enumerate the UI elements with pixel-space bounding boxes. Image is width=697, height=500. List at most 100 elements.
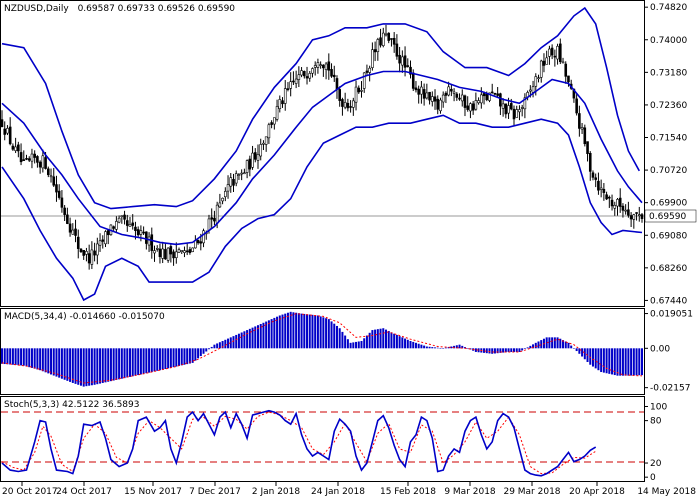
candle-body: [215, 204, 219, 224]
macd-bar: [164, 348, 167, 369]
candle-body: [605, 194, 608, 200]
macd-bar: [589, 348, 592, 365]
macd-bar: [74, 348, 77, 384]
candle-body: [125, 220, 129, 226]
candle: [240, 169, 243, 181]
candle: [256, 144, 260, 169]
candle-body: [591, 172, 595, 178]
macd-bar: [406, 339, 409, 349]
candle: [120, 215, 124, 224]
candle-body: [480, 94, 483, 104]
candle-body: [278, 99, 282, 110]
candle-body: [292, 80, 295, 83]
candle-body: [259, 144, 263, 157]
candle-body: [409, 66, 412, 75]
candle-body: [608, 196, 611, 199]
candle-body: [25, 158, 28, 160]
candle: [112, 225, 115, 231]
macd-bar: [41, 348, 44, 372]
candle: [561, 57, 565, 64]
macd-bar: [322, 317, 325, 349]
candle: [537, 74, 540, 83]
candle-body: [357, 87, 361, 93]
macd-bar: [578, 348, 581, 354]
candle: [188, 246, 192, 255]
current-price-label: 0.69590: [649, 212, 686, 222]
candle: [164, 242, 167, 260]
stoch-d-line: [1, 411, 596, 475]
candle: [395, 34, 399, 60]
candle: [371, 42, 374, 71]
macd-bar: [316, 315, 319, 349]
candle: [74, 219, 77, 243]
candle-body: [96, 243, 99, 256]
candle-body: [381, 32, 385, 46]
candle: [602, 183, 606, 201]
macd-bar: [145, 348, 148, 374]
candle: [504, 103, 508, 119]
macd-bar: [387, 330, 390, 349]
macd-bar: [425, 346, 428, 349]
candle-body: [147, 236, 151, 246]
candle: [316, 58, 320, 74]
candle-body: [452, 91, 456, 94]
candle-body: [349, 106, 352, 108]
macd-bar: [273, 317, 276, 349]
candle: [248, 155, 252, 177]
candle-body: [237, 174, 241, 176]
candle-body: [8, 126, 12, 145]
macd-bar: [205, 348, 208, 352]
x-tick-label: 14 May 2018: [637, 487, 696, 497]
x-tick-label: 9 Mar 2018: [444, 487, 496, 497]
candle: [145, 231, 148, 250]
candle: [90, 241, 94, 270]
macd-bar: [3, 348, 6, 365]
macd-bar: [22, 348, 25, 366]
candle: [597, 172, 600, 195]
candle: [262, 140, 265, 151]
candle-body: [207, 218, 211, 231]
macd-bar: [581, 348, 584, 357]
candle-body: [46, 168, 50, 176]
candle-body: [33, 153, 36, 158]
candle: [66, 207, 69, 225]
price-y-tick: 0.71540: [650, 134, 687, 144]
candle: [362, 72, 366, 93]
price-y-tick: 0.69080: [650, 231, 687, 241]
candle-body: [224, 191, 227, 198]
candle-body: [101, 239, 105, 242]
macd-bar: [491, 348, 494, 354]
candle-body: [392, 37, 396, 45]
macd-bar: [502, 348, 505, 353]
macd-bar: [50, 348, 53, 375]
candle-body: [213, 217, 216, 222]
candle: [343, 92, 347, 110]
candle-body: [6, 128, 9, 134]
candle: [346, 98, 350, 112]
macd-bar: [594, 348, 597, 369]
macd-bar: [333, 323, 336, 349]
candle-body: [68, 223, 72, 233]
macd-bar: [156, 348, 159, 371]
candle: [98, 233, 102, 252]
macd-bar: [246, 330, 249, 349]
candle-body: [218, 202, 222, 208]
candle: [115, 216, 118, 233]
candle: [286, 82, 290, 92]
candle-body: [578, 113, 581, 129]
macd-bar: [129, 348, 131, 377]
candle: [379, 28, 382, 48]
macd-bar: [77, 348, 80, 385]
candle: [512, 105, 516, 127]
candle-body: [403, 55, 407, 68]
macd-bar: [118, 348, 121, 380]
candle-body: [580, 127, 584, 130]
candle-body: [183, 250, 186, 253]
bollinger-middle-line: [1, 70, 643, 246]
candle: [520, 104, 524, 117]
candle: [169, 243, 173, 263]
macd-bar: [513, 348, 515, 352]
macd-bar: [466, 348, 469, 349]
candle: [548, 45, 551, 65]
candle: [49, 168, 53, 183]
